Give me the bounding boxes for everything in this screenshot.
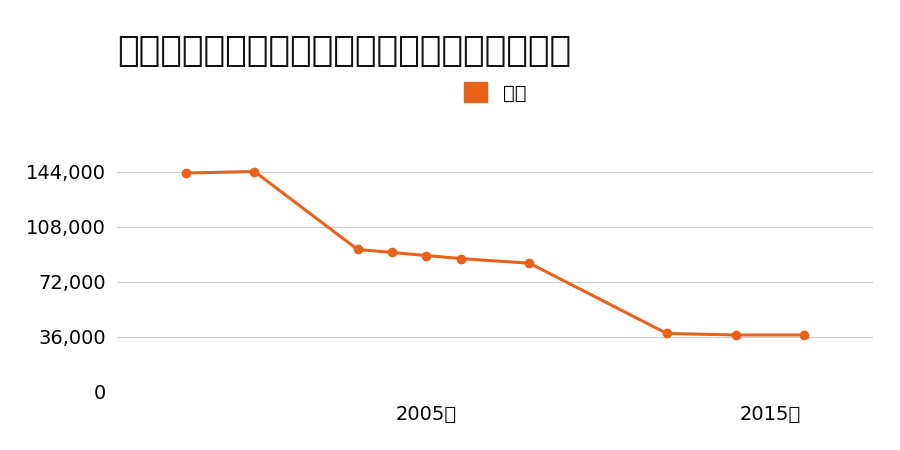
- Text: 石川県金沢市畎田東３丁目１０５番の地価推移: 石川県金沢市畎田東３丁目１０５番の地価推移: [117, 34, 572, 68]
- Legend: 価格: 価格: [456, 75, 534, 111]
